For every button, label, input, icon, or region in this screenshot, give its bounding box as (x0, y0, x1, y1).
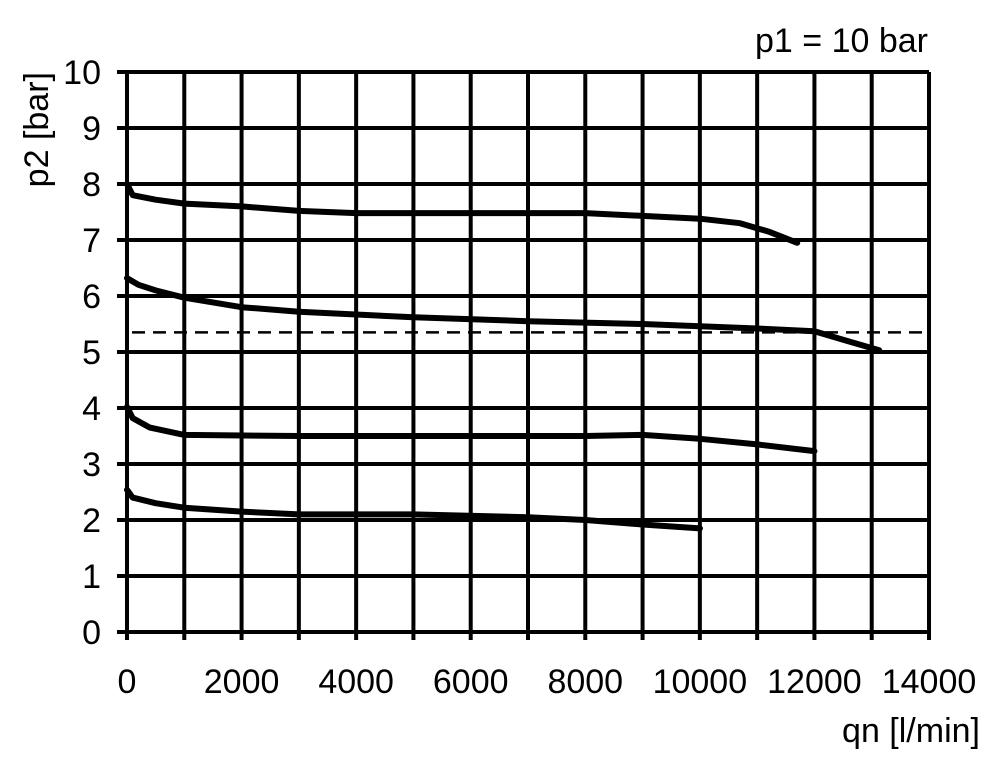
grid (117, 70, 931, 640)
y-tick-label: 2 (82, 502, 101, 540)
series-group (124, 181, 883, 532)
x-tick-label: 0 (118, 663, 137, 701)
series-line-1 (124, 181, 801, 246)
x-tick-label: 12000 (767, 663, 862, 701)
y-tick-label: 3 (82, 446, 101, 484)
y-tick-label: 4 (82, 390, 101, 428)
x-axis-label: qn [l/min] (842, 712, 980, 750)
y-tick-label: 10 (63, 54, 101, 92)
series-line-3 (124, 403, 818, 455)
series-line-4 (124, 486, 703, 532)
y-tick-label: 7 (82, 222, 101, 260)
x-tick-label: 8000 (547, 663, 623, 701)
y-tick-labels: 0 1 2 3 4 5 6 7 8 9 10 (63, 54, 101, 652)
y-tick-label: 1 (82, 558, 101, 596)
y-axis-label: p2 [bar] (18, 72, 56, 187)
y-tick-label: 9 (82, 110, 101, 148)
x-tick-label: 4000 (318, 663, 394, 701)
y-tick-label: 5 (82, 334, 101, 372)
x-tick-labels: 0 2000 4000 6000 8000 10000 12000 14000 (118, 663, 977, 701)
x-tick-label: 14000 (882, 663, 977, 701)
y-tick-label: 0 (82, 614, 101, 652)
y-tick-label: 8 (82, 166, 101, 204)
x-tick-label: 2000 (204, 663, 280, 701)
y-tick-label: 6 (82, 278, 101, 316)
chart-title: p1 = 10 bar (755, 22, 928, 60)
series-line-2 (124, 275, 883, 354)
x-tick-label: 10000 (653, 663, 748, 701)
x-tick-label: 6000 (433, 663, 509, 701)
